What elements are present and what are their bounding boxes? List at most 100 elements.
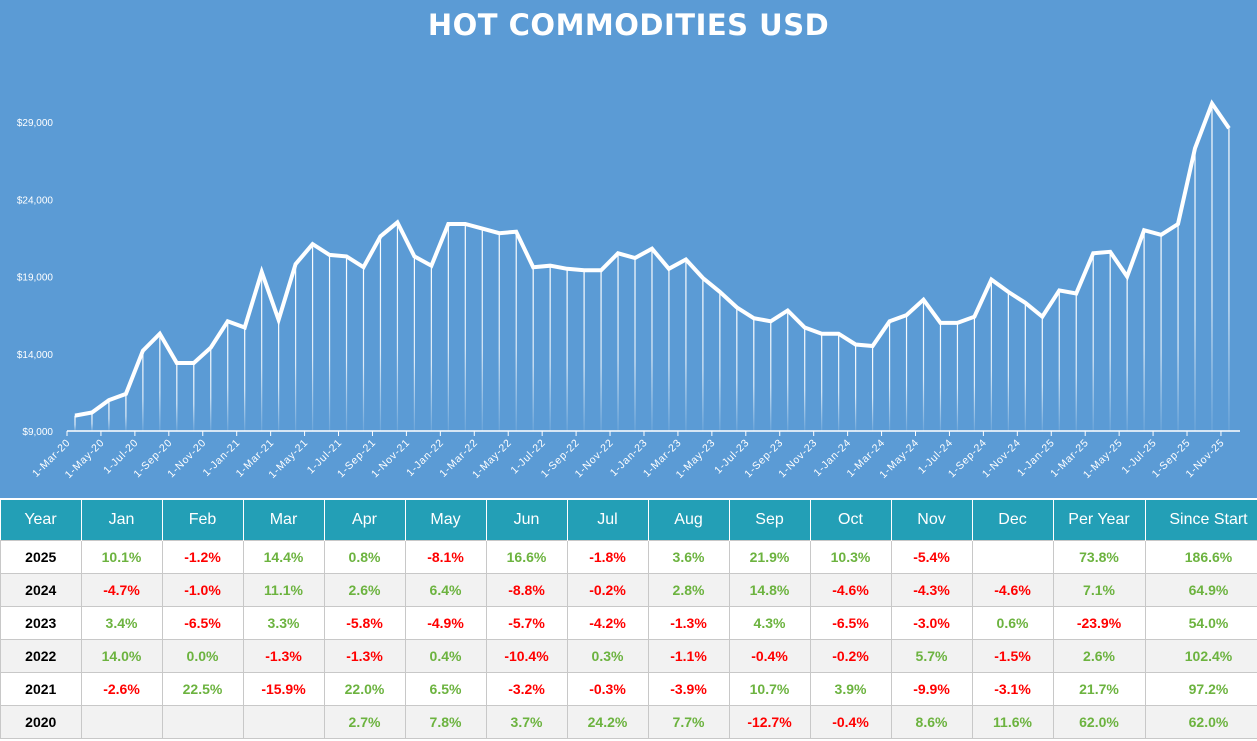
return-cell: 3.6% — [647, 540, 730, 574]
drop-line — [990, 279, 992, 431]
return-cell: -0.4% — [809, 705, 892, 739]
drop-line — [295, 264, 297, 431]
return-cell: 8.6% — [890, 705, 973, 739]
year-cell: 2025 — [0, 540, 82, 574]
return-cell: -4.9% — [404, 606, 487, 640]
drop-line — [956, 322, 959, 431]
return-cell: -4.2% — [566, 606, 649, 640]
year-cell: 2022 — [0, 639, 82, 673]
column-header-mar: Mar — [243, 500, 325, 541]
drop-line — [651, 248, 653, 431]
return-cell: 10.3% — [809, 540, 892, 574]
column-header-since-start: Since Start — [1145, 500, 1257, 541]
return-cell: 2.7% — [323, 705, 406, 739]
return-cell: 3.9% — [809, 672, 892, 706]
drop-line — [617, 253, 619, 431]
drop-line — [396, 222, 399, 431]
drop-line — [261, 271, 263, 431]
return-cell: 64.9% — [1144, 573, 1257, 607]
return-cell: 186.6% — [1144, 540, 1257, 574]
return-cell: 73.8% — [1052, 540, 1146, 574]
table-row: 2022 14.0% 0.0% -1.3% -1.3% 0.4% -10.4% 0.3% -1.… — [0, 639, 1257, 673]
return-cell: -5.7% — [485, 606, 568, 640]
column-header-feb: Feb — [162, 500, 244, 541]
drop-line — [922, 299, 925, 431]
return-cell: -4.6% — [971, 573, 1054, 607]
return-cell: 2.6% — [1052, 639, 1146, 673]
return-cell: -2.6% — [80, 672, 163, 706]
return-cell — [971, 540, 1054, 574]
drop-line — [668, 268, 670, 431]
drop-line — [447, 223, 449, 431]
return-cell: 102.4% — [1144, 639, 1257, 673]
drop-line — [1041, 316, 1043, 431]
return-cell: 2.8% — [647, 573, 730, 607]
return-cell: -5.4% — [890, 540, 973, 574]
return-cell: -3.9% — [647, 672, 730, 706]
table-row: 2025 10.1% -1.2% 14.4% 0.8% -8.1% 16.6% -1.8% 3.… — [0, 540, 1257, 574]
drop-line — [821, 333, 823, 431]
drop-line — [838, 333, 840, 431]
drop-line — [753, 318, 755, 431]
y-tick-label: $14,000 — [17, 350, 54, 361]
drop-line — [227, 321, 229, 431]
drop-line — [600, 270, 602, 431]
returns-table: Year Jan Feb Mar Apr May Jun Jul Aug Sep Oct Nov Dec… — [0, 500, 1257, 739]
return-cell: -0.2% — [809, 639, 892, 673]
return-cell: 16.6% — [485, 540, 568, 574]
column-header-oct: Oct — [810, 500, 892, 541]
return-cell: 7.8% — [404, 705, 487, 739]
drop-line — [702, 278, 704, 431]
return-cell: 10.1% — [80, 540, 163, 574]
return-cell: 54.0% — [1144, 606, 1257, 640]
return-cell — [80, 705, 163, 739]
return-cell: 14.8% — [728, 573, 811, 607]
drop-line — [244, 327, 246, 431]
drop-line — [311, 244, 314, 431]
column-header-per-year: Per Year — [1053, 500, 1146, 541]
return-cell: 0.6% — [971, 606, 1054, 640]
drop-line — [939, 322, 942, 431]
return-cell: 62.0% — [1144, 705, 1257, 739]
drop-line — [345, 256, 348, 431]
drop-line — [142, 350, 144, 431]
return-cell: -8.8% — [485, 573, 568, 607]
drop-line — [1194, 148, 1196, 431]
drop-line — [1007, 291, 1009, 431]
drop-line — [888, 321, 891, 431]
drop-line — [532, 267, 534, 431]
return-cell: 3.7% — [485, 705, 568, 739]
drop-line — [481, 228, 483, 431]
year-cell: 2023 — [0, 606, 82, 640]
return-cell: -1.5% — [971, 639, 1054, 673]
drop-line — [583, 270, 585, 431]
drop-line — [685, 259, 687, 431]
return-cell: 11.6% — [971, 705, 1054, 739]
drop-line — [1058, 290, 1060, 431]
table-row: 2021 -2.6% 22.5% -15.9% 22.0% 6.5% -3.2% -0.3% -… — [0, 672, 1257, 706]
drop-line — [719, 291, 721, 431]
drop-line — [905, 315, 908, 431]
return-cell: 3.3% — [242, 606, 325, 640]
drop-line — [549, 265, 551, 431]
return-cell: -12.7% — [728, 705, 811, 739]
drop-line — [515, 231, 517, 431]
drop-line — [1228, 128, 1230, 431]
return-cell: 10.7% — [728, 672, 811, 706]
return-cell: 4.3% — [728, 606, 811, 640]
drop-line — [210, 347, 212, 431]
return-cell: -6.5% — [161, 606, 244, 640]
table-row: 2024 -4.7% -1.0% 11.1% 2.6% 6.4% -8.8% -0.2% 2.8… — [0, 573, 1257, 607]
drop-line — [1211, 103, 1213, 432]
drop-line — [871, 346, 874, 431]
return-cell: -23.9% — [1052, 606, 1146, 640]
return-cell: -10.4% — [485, 639, 568, 673]
return-cell: -8.1% — [404, 540, 487, 574]
drop-line — [1160, 234, 1162, 431]
drop-line — [1075, 293, 1077, 431]
column-header-jun: Jun — [486, 500, 568, 541]
drop-line — [770, 321, 772, 431]
drop-line — [1024, 302, 1026, 431]
drop-line — [193, 363, 195, 431]
return-cell: -1.2% — [161, 540, 244, 574]
